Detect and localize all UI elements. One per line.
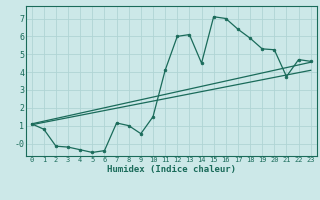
X-axis label: Humidex (Indice chaleur): Humidex (Indice chaleur) (107, 165, 236, 174)
